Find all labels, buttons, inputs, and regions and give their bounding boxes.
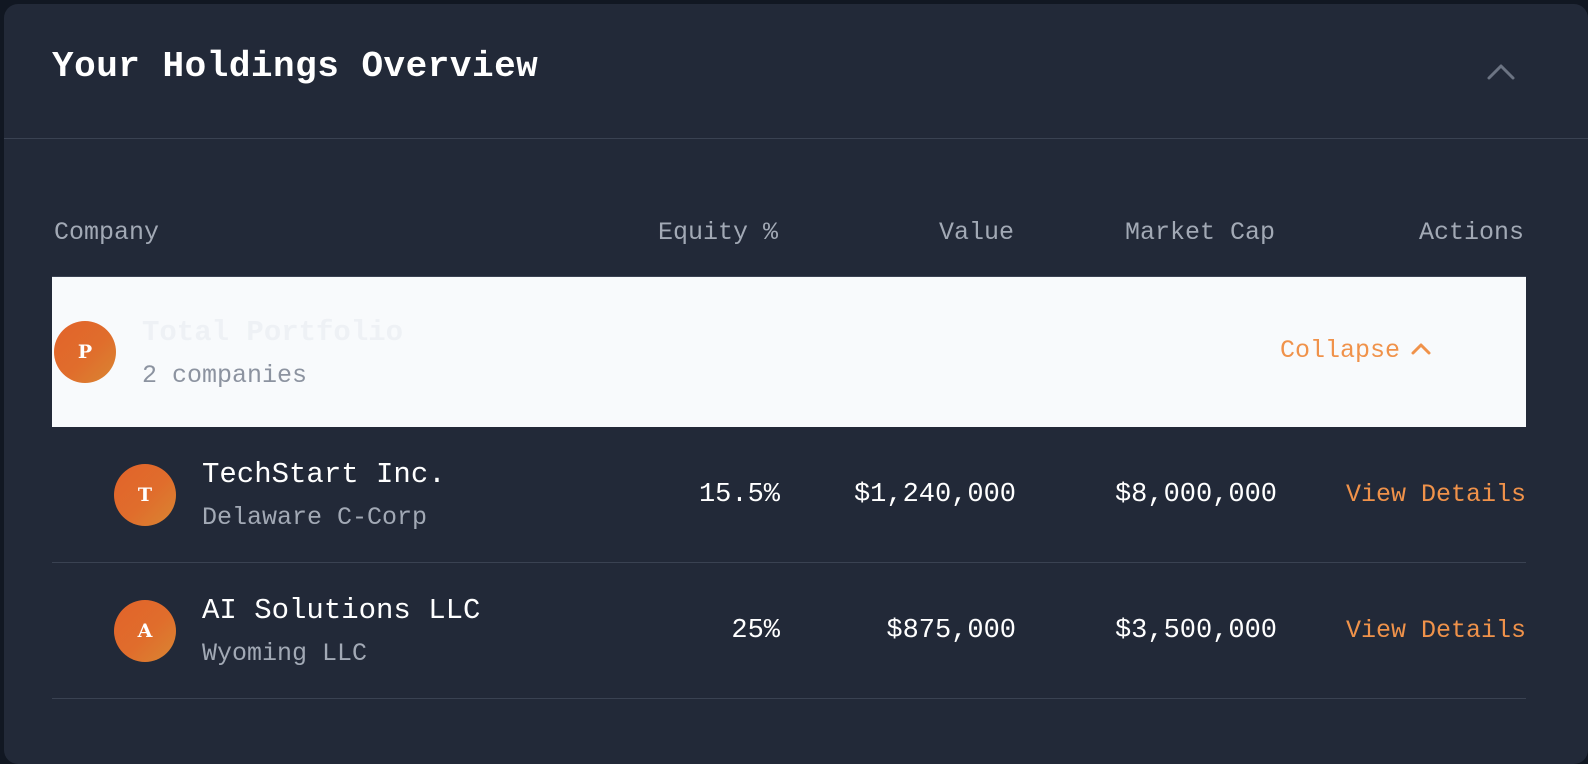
header-divider [52, 276, 1526, 277]
column-header-company: Company [54, 218, 160, 247]
company-entity-type: Delaware C-Corp [202, 503, 428, 532]
equity-percent: 25% [731, 616, 780, 646]
column-header-actions: Actions [1418, 218, 1524, 247]
card-title: Your Holdings Overview [52, 46, 539, 87]
panel-collapse-button[interactable] [1484, 56, 1518, 86]
equity-percent: 15.5% [698, 480, 780, 510]
column-header-equity: Equity % [657, 218, 778, 247]
market-cap: $8,000,000 [1114, 480, 1277, 510]
view-details-link[interactable]: View Details [1345, 616, 1526, 645]
table-row: T TechStart Inc. Delaware C-Corp 15.5% $… [52, 427, 1526, 563]
holding-value: $875,000 [886, 616, 1016, 646]
collapse-label: Collapse [1280, 336, 1401, 365]
column-header-value: Value [938, 218, 1014, 247]
table-row: A AI Solutions LLC Wyoming LLC 25% $875,… [52, 563, 1526, 699]
total-portfolio-name: Total Portfolio [142, 316, 404, 349]
company-avatar: A [114, 600, 176, 662]
holding-value: $1,240,000 [853, 480, 1016, 510]
company-name: TechStart Inc. [202, 458, 446, 491]
column-header-market-cap: Market Cap [1124, 218, 1275, 247]
market-cap: $3,500,000 [1114, 616, 1277, 646]
card-header: Your Holdings Overview [4, 4, 1588, 139]
collapse-button[interactable]: Collapse [1280, 334, 1432, 368]
view-details-link[interactable]: View Details [1345, 480, 1526, 509]
holdings-overview-card: Your Holdings Overview Company Equity % … [4, 4, 1588, 764]
portfolio-avatar: P [54, 321, 116, 383]
total-portfolio-count: 2 companies [142, 361, 308, 390]
company-entity-type: Wyoming LLC [202, 639, 368, 668]
chevron-up-icon [1411, 343, 1431, 355]
total-portfolio-row: P Total Portfolio 2 companies Collapse [52, 277, 1526, 427]
company-avatar: T [114, 464, 176, 526]
company-name: AI Solutions LLC [202, 594, 481, 627]
chevron-up-icon [1487, 64, 1515, 80]
